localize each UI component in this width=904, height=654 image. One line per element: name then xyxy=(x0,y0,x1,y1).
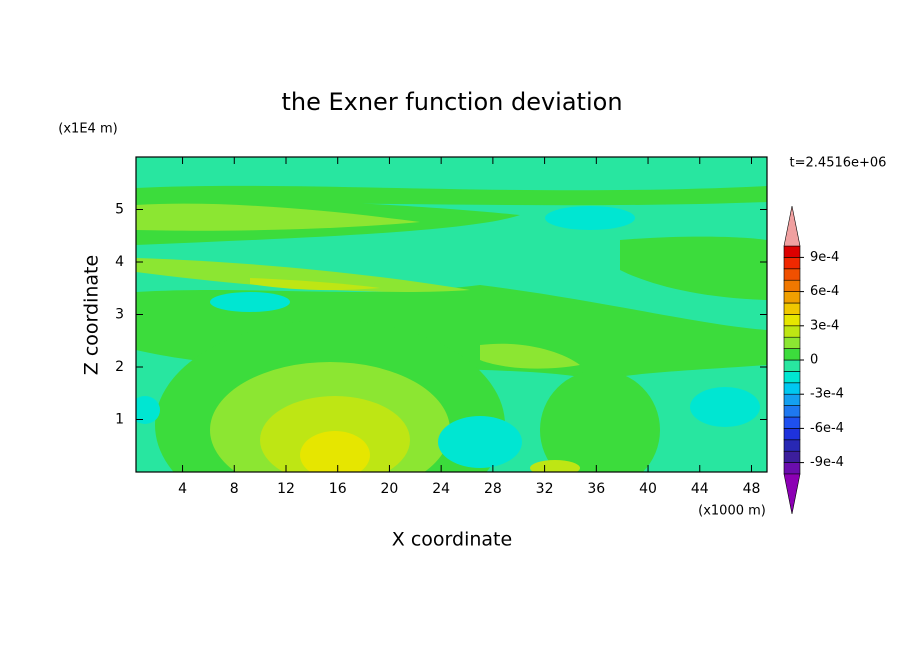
contour-field xyxy=(136,157,767,472)
colorbar-box xyxy=(783,257,801,270)
y-unit: (x1E4 m) xyxy=(58,122,117,137)
colorbar-box xyxy=(783,279,801,292)
colorbar-box xyxy=(783,245,801,258)
colorbar-box xyxy=(783,416,801,429)
x-tick-label: 32 xyxy=(536,481,554,497)
colorbar-box xyxy=(783,428,801,441)
y-tick-label: 2 xyxy=(115,359,124,375)
colorbar-tick-label: 6e-4 xyxy=(810,284,839,299)
colorbar-tick-label: 3e-4 xyxy=(810,318,839,333)
x-unit: (x1000 m) xyxy=(698,504,766,519)
colorbar-box xyxy=(783,405,801,418)
y-tick-label: 3 xyxy=(115,307,124,323)
x-tick-label: 44 xyxy=(691,481,709,497)
colorbar-tick-label: 0 xyxy=(810,353,818,368)
x-tick-label: 12 xyxy=(277,481,295,497)
x-tick-label: 28 xyxy=(484,481,502,497)
colorbar-over xyxy=(783,205,801,247)
colorbar-tick-label: 9e-4 xyxy=(810,250,839,265)
colorbar-tick-label: -6e-4 xyxy=(810,421,844,436)
colorbar-tick-label: -9e-4 xyxy=(810,455,844,470)
colorbar-box xyxy=(783,439,801,452)
colorbar-box xyxy=(783,348,801,361)
y-tick-label: 1 xyxy=(115,412,124,428)
colorbar-box xyxy=(783,302,801,315)
colorbar-box xyxy=(783,382,801,395)
colorbar-box xyxy=(783,359,801,372)
colorbar-box xyxy=(783,462,801,475)
chart-title: the Exner function deviation xyxy=(281,88,622,116)
y-axis-title: Z coordinate xyxy=(81,255,103,375)
time-label: t=2.4516e+06 xyxy=(790,156,887,171)
x-tick-label: 36 xyxy=(587,481,605,497)
x-axis-title: X coordinate xyxy=(392,529,512,551)
x-tick-label: 24 xyxy=(432,481,450,497)
colorbar-box xyxy=(783,371,801,384)
colorbar-box xyxy=(783,336,801,349)
colorbar-box xyxy=(783,314,801,327)
x-tick-label: 20 xyxy=(381,481,399,497)
colorbar-under xyxy=(783,473,801,515)
x-tick-label: 40 xyxy=(639,481,657,497)
x-tick-label: 8 xyxy=(230,481,239,497)
colorbar-tick-label: -3e-4 xyxy=(810,387,844,402)
x-tick-label: 16 xyxy=(329,481,347,497)
y-tick-label: 5 xyxy=(115,202,124,218)
colorbar-box xyxy=(783,291,801,304)
colorbar-box xyxy=(783,268,801,281)
y-tick-label: 4 xyxy=(115,254,124,270)
colorbar-box xyxy=(783,450,801,463)
colorbar-box xyxy=(783,325,801,338)
x-tick-label: 48 xyxy=(743,481,761,497)
x-tick-label: 4 xyxy=(178,481,187,497)
colorbar-box xyxy=(783,393,801,406)
